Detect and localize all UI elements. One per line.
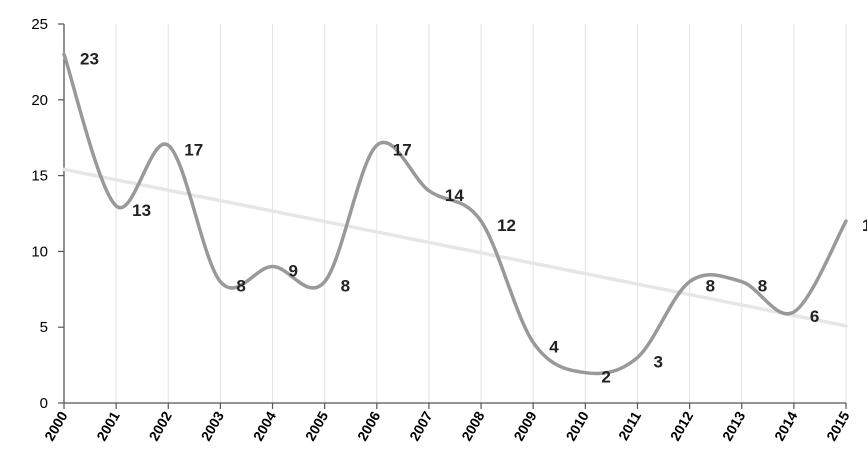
- data-label-2010: 2: [601, 368, 610, 387]
- y-tick-label: 25: [31, 16, 48, 33]
- y-tick-label: 5: [40, 319, 48, 336]
- data-label-2004: 9: [289, 262, 298, 281]
- x-tick-label: 2008: [458, 408, 488, 443]
- y-tick-label: 15: [31, 168, 48, 185]
- y-tick-label: 10: [31, 243, 48, 260]
- data-label-2007: 14: [445, 186, 464, 205]
- x-tick-label: 2013: [719, 408, 749, 443]
- x-tick-label: 2007: [406, 408, 436, 443]
- gridlines: [115, 24, 847, 403]
- data-label-2000: 23: [80, 49, 99, 68]
- trendline-line: [62, 167, 848, 328]
- x-tick-label: 2002: [145, 408, 175, 443]
- data-label-2006: 17: [393, 140, 412, 159]
- data-label-2005: 8: [341, 277, 350, 296]
- x-tick-label: 2011: [615, 408, 644, 442]
- series: [62, 52, 848, 376]
- x-tick-label: 2000: [41, 408, 71, 443]
- x-tick-label: 2004: [250, 408, 280, 443]
- x-tick-label: 2015: [823, 408, 853, 443]
- y-tick-label: 0: [40, 395, 48, 412]
- data-label-2013: 8: [758, 277, 767, 296]
- x-tick-label: 2001: [93, 408, 123, 443]
- x-tick-label: 2005: [302, 408, 332, 443]
- x-tick-label: 2009: [510, 408, 540, 443]
- trendline: [62, 167, 848, 328]
- y-tick-label: 20: [31, 92, 48, 109]
- axes: 0 5 10 15 20 25 2000 2001 2002 2003 2004 2005 2006 20…: [31, 16, 852, 443]
- data-label-2014: 6: [810, 307, 819, 326]
- data-label-2009: 4: [549, 337, 559, 356]
- x-tick-label: 2010: [562, 408, 592, 443]
- x-tick-label: 2006: [354, 408, 384, 443]
- x-tick-label: 2014: [771, 408, 801, 443]
- series-line: [62, 52, 848, 376]
- x-tick-label: 2003: [198, 408, 228, 443]
- data-label-2002: 17: [184, 140, 203, 159]
- data-label-2008: 12: [497, 216, 516, 235]
- data-label-2012: 8: [706, 277, 715, 296]
- x-tick-label: 2012: [667, 408, 697, 443]
- data-label-2003: 8: [236, 277, 245, 296]
- data-labels: 23131789817141242388612: [80, 49, 867, 386]
- data-label-2015: 12: [862, 216, 867, 235]
- data-label-2011: 3: [653, 353, 662, 372]
- data-label-2001: 13: [132, 201, 151, 220]
